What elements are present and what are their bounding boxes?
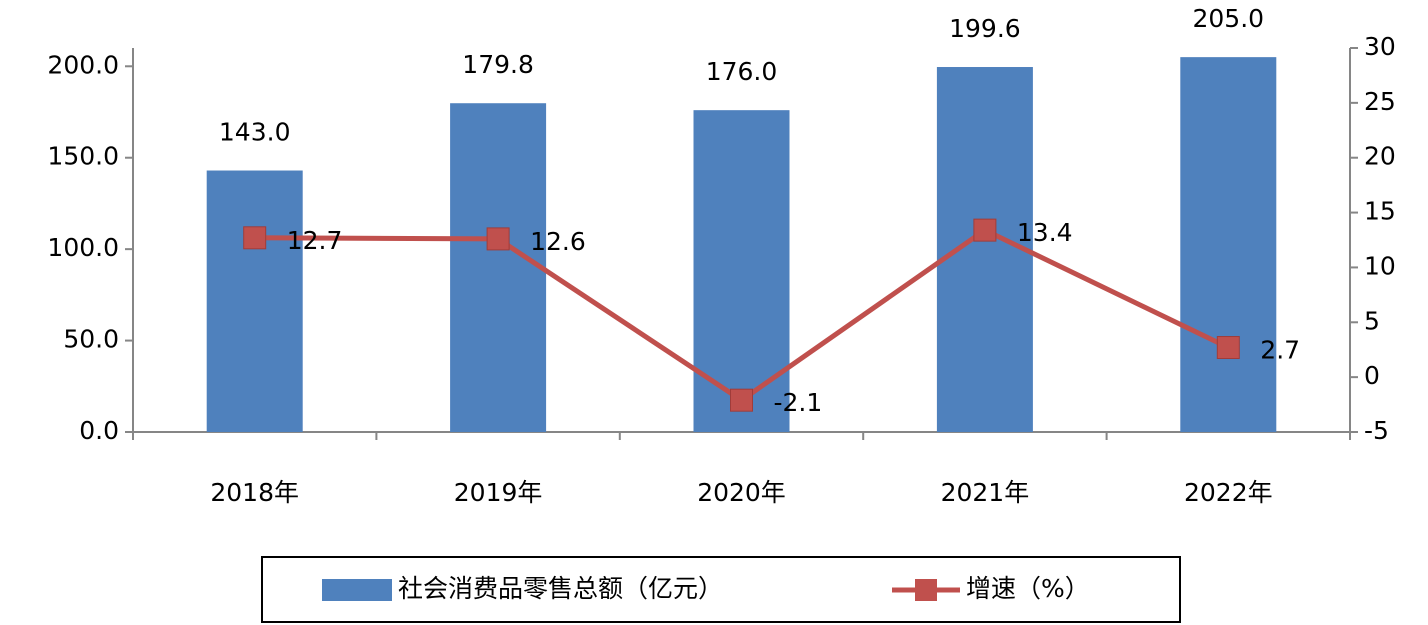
bar (1180, 57, 1277, 433)
line-marker (243, 226, 267, 250)
y2-tick-label: -5 (1364, 416, 1389, 445)
legend-marker (915, 579, 937, 601)
legend-label: 社会消费品零售总额（亿元） (398, 574, 723, 603)
bar-value-label: 205.0 (1193, 4, 1265, 33)
y2-tick-label: 25 (1364, 87, 1396, 116)
bar-value-label: 176.0 (706, 57, 778, 86)
bar-value-label: 199.6 (949, 14, 1021, 43)
line-marker (486, 227, 510, 251)
y-tick-label: 200.0 (47, 50, 119, 79)
y2-tick-label: 20 (1364, 142, 1396, 171)
line-marker (1216, 336, 1240, 360)
y-tick-label: 100.0 (47, 233, 119, 262)
y-tick-label: 150.0 (47, 142, 119, 171)
line-value-label: 13.4 (1017, 218, 1073, 247)
legend-box (261, 556, 1181, 623)
line-marker (730, 388, 753, 412)
x-tick-label: 2021年 (941, 478, 1030, 507)
legend-swatch (322, 579, 392, 601)
bar (206, 170, 303, 432)
legend-label: 增速（%） (966, 574, 1090, 603)
bar (693, 110, 790, 433)
bar-value-label: 179.8 (462, 50, 534, 79)
y2-tick-label: 0 (1364, 361, 1380, 390)
line-value-label: 12.7 (287, 226, 343, 255)
bar (936, 67, 1033, 432)
y-tick-label: 50.0 (63, 325, 119, 354)
x-tick-label: 2020年 (697, 478, 786, 507)
bar-value-label: 143.0 (219, 118, 291, 147)
y2-tick-label: 30 (1364, 32, 1396, 61)
x-tick-label: 2022年 (1184, 478, 1273, 507)
x-tick-label: 2018年 (210, 478, 299, 507)
line-marker (973, 218, 997, 242)
y2-tick-label: 10 (1364, 251, 1396, 280)
line-value-label: 2.7 (1260, 336, 1300, 365)
y2-tick-label: 5 (1364, 306, 1380, 335)
x-tick-label: 2019年 (454, 478, 543, 507)
y2-tick-label: 15 (1364, 197, 1396, 226)
line-value-label: 12.6 (530, 227, 586, 256)
y-tick-label: 0.0 (79, 416, 119, 445)
bar (450, 103, 547, 433)
line-value-label: -2.1 (774, 388, 823, 417)
